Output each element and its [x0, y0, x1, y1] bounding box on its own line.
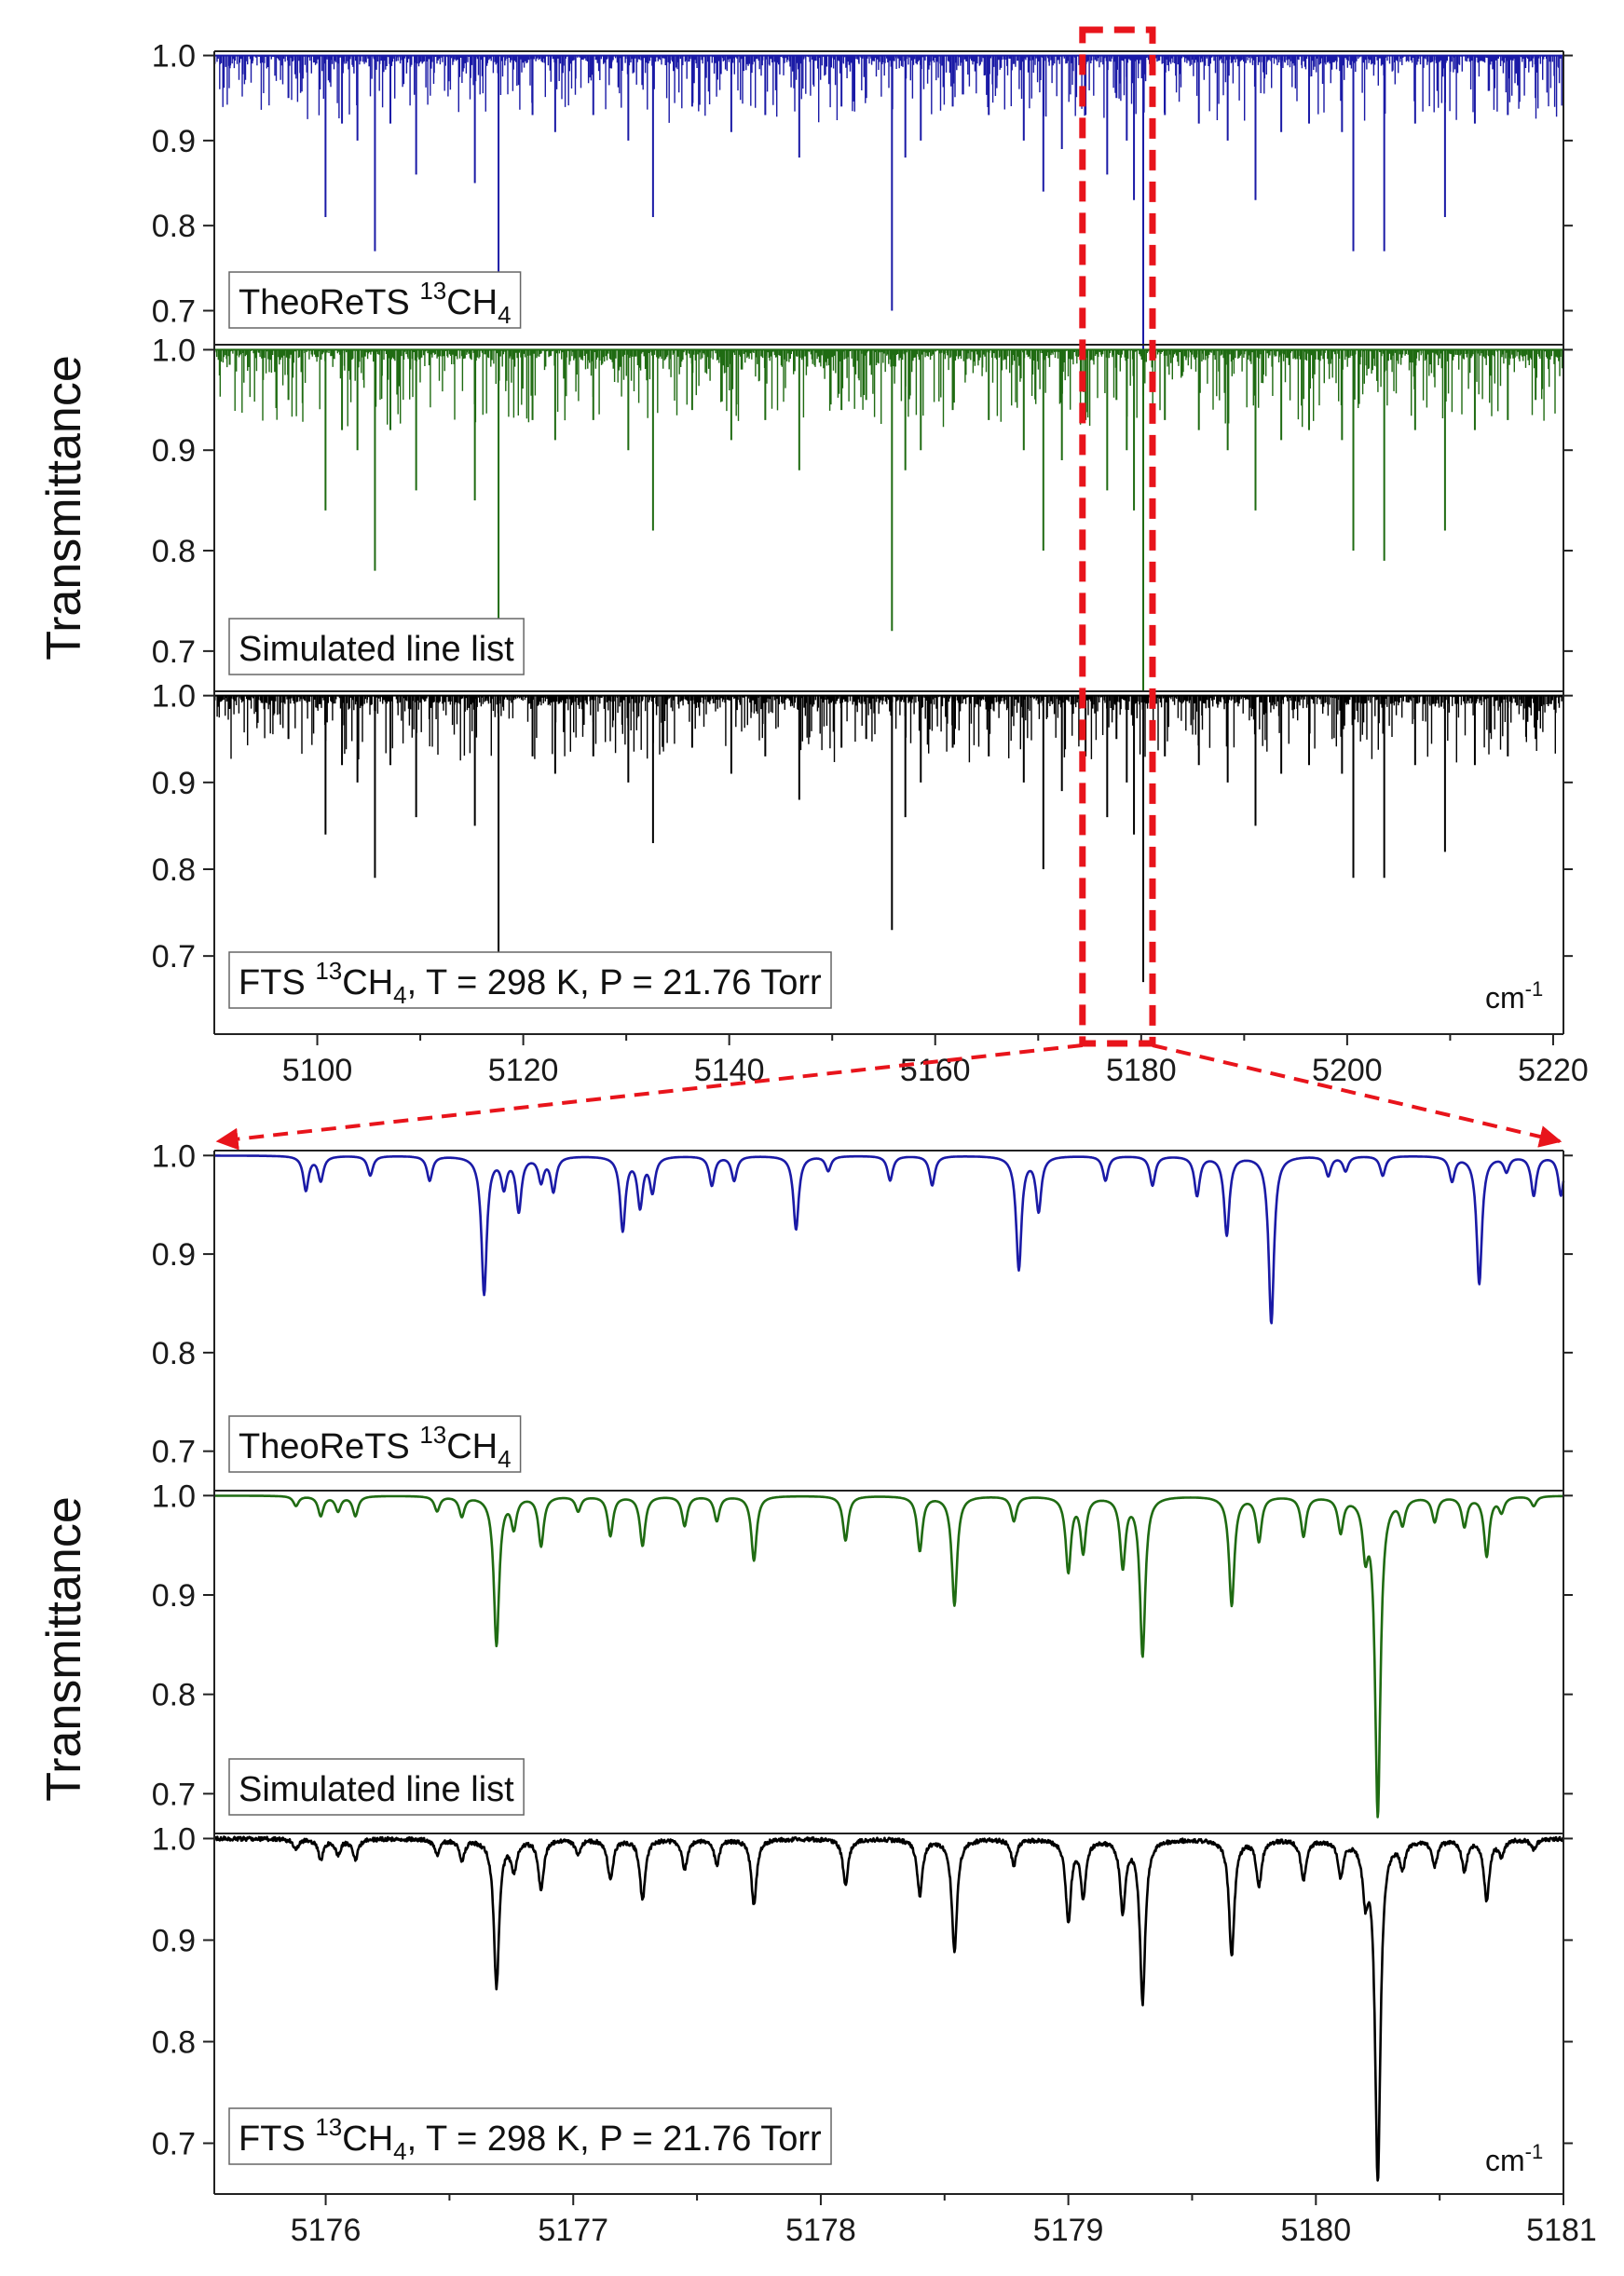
zoomed-panel-2-ytick-label-3: 1.0: [152, 1821, 196, 1857]
zoom-indicator: [215, 26, 1563, 1151]
overview-series-label-1-box: [228, 618, 525, 675]
overview-series-label-0-text: TheoReTS 13CH4: [239, 277, 512, 329]
overview-xtick-label-4: 5180: [1106, 1053, 1177, 1088]
overview-panel-1-ytick-label-3: 1.0: [152, 333, 196, 368]
zoomed-panel-1-ytick-label-3: 1.0: [152, 1479, 196, 1514]
overview-xtick-label-1: 5120: [488, 1053, 559, 1088]
overview-panel-2-ytick-label-0: 0.7: [152, 939, 196, 974]
zoomed-series-label-2-part-c: , T = 298 K, P = 21.76 Torr: [407, 2119, 822, 2159]
overview-xtick-label-2: 5140: [694, 1053, 765, 1088]
zoomed-xtick-label-3: 5179: [1033, 2213, 1104, 2248]
zoomed-panel-0-ytick-label-3: 1.0: [152, 1138, 196, 1174]
overview-series-label-2-part-b: CH: [342, 963, 393, 1002]
zoomed-panel-2-ytick-label-2: 0.9: [152, 1923, 196, 1958]
zoomed-series-label-0-sup: 13: [419, 1421, 446, 1449]
overview-series-label-1-part-a: Simulated line list: [239, 630, 514, 669]
overview-series-label-0-sup: 13: [419, 277, 446, 305]
overview-series-label-2-sub: 4: [393, 981, 406, 1009]
overview-panel-0-ytick-label-1: 0.8: [152, 209, 196, 244]
zoomed-panel-0-ytick-label-1: 0.8: [152, 1336, 196, 1371]
overview-series-label-2-box: [228, 951, 832, 1009]
zoomed-xtick-label-4: 5180: [1280, 2213, 1351, 2248]
overview-x-unit-label: cm-1: [1485, 977, 1543, 1015]
overview-background-lines-2: [214, 695, 1564, 763]
zoomed-panel-1-ytick-label-2: 0.9: [152, 1578, 196, 1614]
overview-xtick-label-0: 5100: [282, 1053, 353, 1088]
zoomed-xtick-label-5: 5181: [1526, 2213, 1597, 2248]
zoomed-panel-2-ytick-label-1: 0.8: [152, 2024, 196, 2060]
zoomed-series-label-0-box: [228, 1415, 522, 1473]
zoomed-series-label-1-text: Simulated line list: [239, 1770, 514, 1809]
zoomed-panel-2-ytick-label-0: 0.7: [152, 2126, 196, 2161]
overview-series-label-0-box: [228, 271, 522, 329]
zoomed-series-label-1: Simulated line list: [228, 1758, 525, 1816]
overview-series-label-2-text: FTS 13CH4, T = 298 K, P = 21.76 Torr: [239, 957, 822, 1009]
zoomed-series-label-2-sup: 13: [315, 2113, 342, 2141]
overview-panel-0-ytick-label-2: 0.9: [152, 124, 196, 159]
overview-background-lines-0: [214, 55, 1564, 123]
overview-panel-1-ytick-label-0: 0.7: [152, 634, 196, 670]
zoomed-panel-0-ytick-label-2: 0.9: [152, 1237, 196, 1273]
overview-series-label-0: TheoReTS 13CH4: [228, 271, 522, 329]
overview-panel-2-ytick-label-2: 0.9: [152, 766, 196, 801]
zoomed-series-label-2-part-b: CH: [342, 2119, 393, 2159]
zoomed-panel-1-ytick-label-1: 0.8: [152, 1678, 196, 1713]
zoomed-panel-1-ytick-label-0: 0.7: [152, 1777, 196, 1812]
zoomed-series-label-1-part-a: Simulated line list: [239, 1770, 514, 1809]
zoomed-traces: [214, 1154, 1565, 2182]
zoomed-series-label-2-part-a: FTS: [239, 2119, 315, 2159]
overview-series-label-0-part-a: TheoReTS: [239, 283, 419, 322]
overview-background-lines-1: [214, 349, 1563, 428]
overview-series-label-2: FTS 13CH4, T = 298 K, P = 21.76 Torr: [228, 951, 832, 1009]
zoomed-trace-1: [214, 1494, 1564, 1819]
zoomed-series-label-1-box: [228, 1758, 525, 1816]
zoomed-trace-2: [214, 1835, 1565, 2182]
overview-xtick-label-5: 5200: [1312, 1053, 1383, 1088]
overview-series-label-1: Simulated line list: [228, 618, 525, 675]
zoomed-series-label-0-part-b: CH: [446, 1427, 498, 1466]
zoomed-series-label-0-text: TheoReTS 13CH4: [239, 1421, 512, 1473]
overview-panel-2-ytick-label-3: 1.0: [152, 679, 196, 715]
zoomed-series-label-2-sub: 4: [393, 2137, 406, 2165]
zoomed-xtick-label-0: 5176: [291, 2213, 362, 2248]
zoomed-trace-0: [214, 1154, 1565, 1325]
zoomed-series-label-0-part-a: TheoReTS: [239, 1427, 419, 1466]
overview-traces: [214, 54, 1564, 983]
overview-series-label-1-text: Simulated line list: [239, 630, 514, 669]
zoomed-panel-0-ytick-label-0: 0.7: [152, 1435, 196, 1470]
zoom-arrow-right: [1152, 1043, 1563, 1148]
zoomed-x-unit-label: cm-1: [1485, 2140, 1543, 2177]
overview-series-label-0-part-b: CH: [446, 283, 498, 322]
overview-panel-0-ytick-label-0: 0.7: [152, 293, 196, 329]
overview-series-label-2-part-a: FTS: [239, 963, 315, 1002]
zoomed-xtick-label-1: 5177: [538, 2213, 608, 2248]
zoomed-series-label-2: FTS 13CH4, T = 298 K, P = 21.76 Torr: [228, 2107, 832, 2165]
zoomed-series-label-0-sub: 4: [498, 1445, 511, 1473]
overview-panel-2-ytick-label-1: 0.8: [152, 852, 196, 888]
overview-series-label-2-sup: 13: [315, 957, 342, 985]
zoomed-series-label-2-box: [228, 2107, 832, 2165]
overview-y-axis-label: Transmittance: [37, 355, 91, 661]
overview-series-label-0-sub: 4: [498, 301, 511, 329]
zoomed-y-axis-label: Transmittance: [37, 1496, 91, 1802]
zoom-rectangle: [1079, 26, 1156, 1047]
zoomed-xtick-label-2: 5178: [785, 2213, 856, 2248]
zoomed-series-label-2-text: FTS 13CH4, T = 298 K, P = 21.76 Torr: [239, 2113, 822, 2165]
overview-panel-0-ytick-label-3: 1.0: [152, 39, 196, 75]
overview-xtick-label-6: 5220: [1518, 1053, 1589, 1088]
zoomed-series-label-0: TheoReTS 13CH4: [228, 1415, 522, 1473]
overview-series-label-2-part-c: , T = 298 K, P = 21.76 Torr: [407, 963, 822, 1002]
overview-panel-1-ytick-label-1: 0.8: [152, 534, 196, 569]
overview-panel-1-ytick-label-2: 0.9: [152, 433, 196, 469]
